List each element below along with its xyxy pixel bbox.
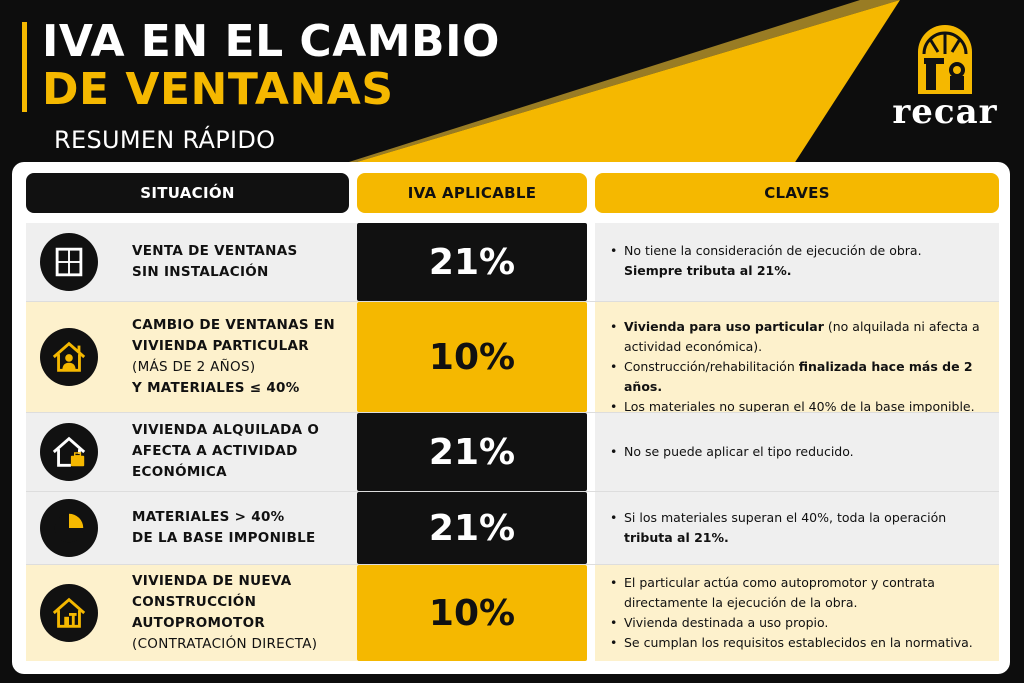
- row-situacion: MATERIALES > 40% DE LA BASE IMPONIBLE: [132, 509, 316, 546]
- brand-logo-text: recar: [892, 92, 998, 132]
- header-situacion: SITUACIÓN: [26, 173, 349, 213]
- row-divider: [26, 491, 999, 492]
- row-iva-value: 21%: [357, 492, 587, 564]
- row-iva-value: 10%: [357, 302, 587, 412]
- table-row: VIVIENDA DE NUEVA CONSTRUCCIÓN AUTOPROMO…: [26, 565, 999, 661]
- row-claves: Vivienda para uso particular (no alquila…: [608, 317, 996, 417]
- table-row: MATERIALES > 40% DE LA BASE IMPONIBLE 21…: [26, 492, 999, 564]
- row-claves: Si los materiales superan el 40%, toda l…: [608, 508, 996, 548]
- row-claves: No se puede aplicar el tipo reducido.: [608, 442, 996, 462]
- row-iva-value: 21%: [357, 413, 587, 491]
- row-iva-value: 10%: [357, 565, 587, 661]
- house-briefcase-icon: [40, 423, 98, 481]
- house-person-icon: [40, 328, 98, 386]
- row-claves: El particular actúa como autopromotor y …: [608, 573, 996, 653]
- page-title-line2: DE VENTANAS: [42, 64, 394, 115]
- window-icon: [40, 233, 98, 291]
- header-claves: CLAVES: [595, 173, 999, 213]
- row-divider: [26, 412, 999, 413]
- page-subtitle: RESUMEN RÁPIDO: [54, 126, 276, 154]
- table-row: VENTA DE VENTANAS SIN INSTALACIÓN 21% No…: [26, 223, 999, 301]
- page-title-line1: IVA EN EL CAMBIO: [42, 16, 500, 67]
- arched-window-logo-icon: [918, 25, 972, 94]
- title-accent-bar: [22, 22, 27, 112]
- table-row: VIVIENDA ALQUILADA O AFECTA A ACTIVIDAD …: [26, 413, 999, 491]
- house-tools-icon: [40, 584, 98, 642]
- row-divider: [26, 301, 999, 302]
- row-situacion: CAMBIO DE VENTANAS EN VIVIENDA PARTICULA…: [132, 317, 335, 396]
- row-divider: [26, 564, 999, 565]
- row-iva-value: 21%: [357, 223, 587, 301]
- pie-quarter-icon: [40, 499, 98, 557]
- row-situacion: VENTA DE VENTANAS SIN INSTALACIÓN: [132, 243, 298, 280]
- row-situacion: VIVIENDA ALQUILADA O AFECTA A ACTIVIDAD …: [132, 422, 320, 480]
- row-situacion: VIVIENDA DE NUEVA CONSTRUCCIÓN AUTOPROMO…: [132, 573, 318, 652]
- row-claves: No tiene la consideración de ejecución d…: [608, 241, 996, 281]
- table-row: CAMBIO DE VENTANAS EN VIVIENDA PARTICULA…: [26, 302, 999, 417]
- header-iva-aplicable: IVA APLICABLE: [357, 173, 587, 213]
